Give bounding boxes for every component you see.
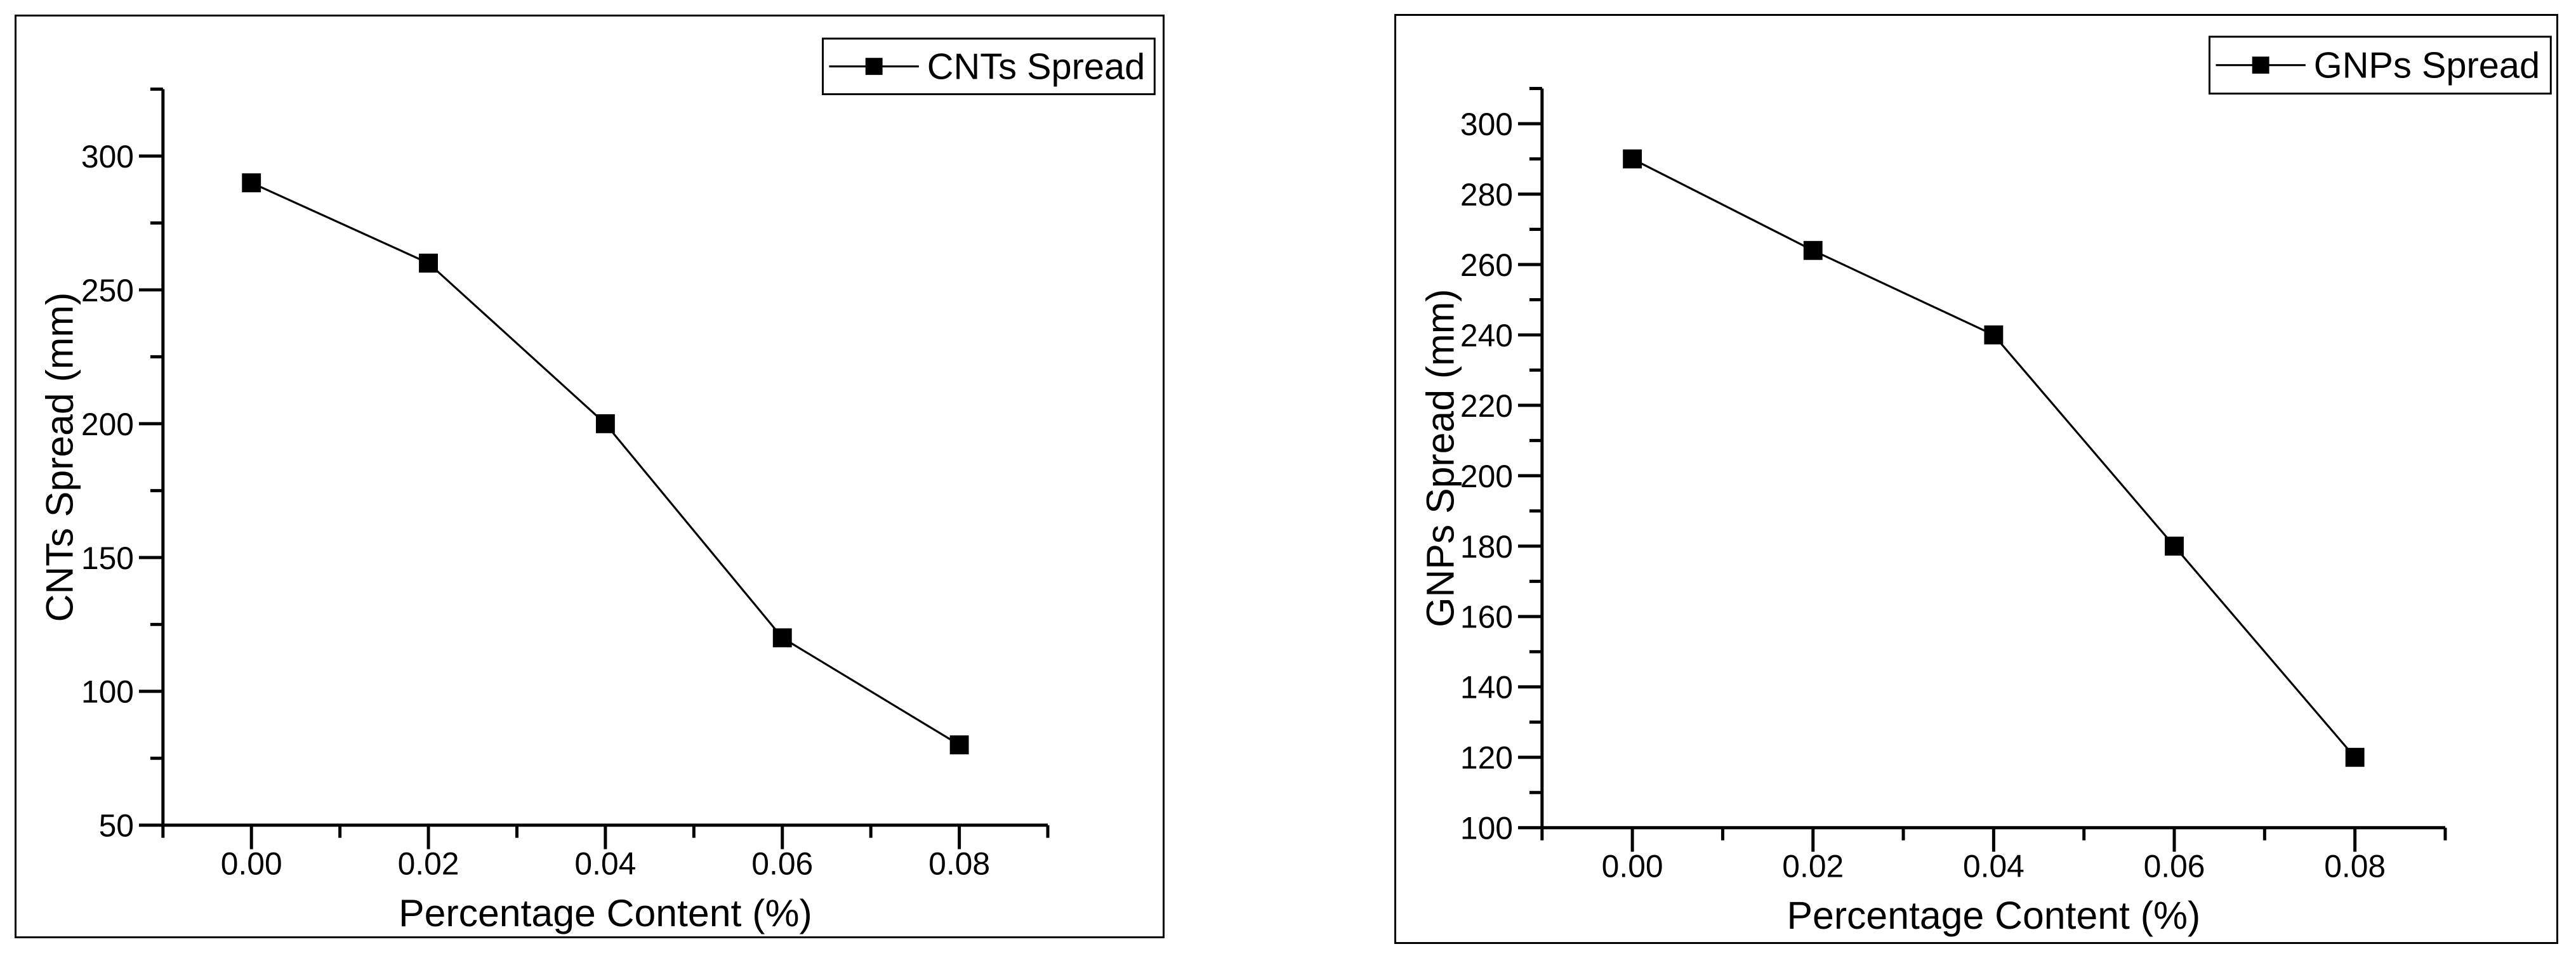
y-tick-label: 140 bbox=[1460, 670, 1513, 705]
y-tick-label: 100 bbox=[1460, 811, 1513, 846]
y-axis-title: CNTs Spread (mm) bbox=[37, 292, 81, 622]
x-tick-label: 0.02 bbox=[1782, 848, 1844, 884]
y-tick-label: 240 bbox=[1460, 318, 1513, 353]
data-point-marker bbox=[772, 628, 792, 648]
y-tick-label: 50 bbox=[99, 808, 134, 844]
legend-square-marker-icon bbox=[865, 58, 883, 75]
cnts-chart-svg: 50 100 150 200 250 300 0.00 0.02 0.04 0.06 0.08 Per… bbox=[37, 37, 1156, 934]
data-point-marker bbox=[1803, 240, 1823, 260]
y-axis-title: GNPs Spread (mm) bbox=[1418, 289, 1462, 627]
y-tick-label: 120 bbox=[1460, 740, 1513, 776]
x-tick-label: 0.04 bbox=[1963, 848, 2024, 884]
data-point-marker bbox=[595, 414, 615, 433]
legend-square-marker-icon bbox=[2252, 56, 2269, 74]
legend-label: GNPs Spread bbox=[2314, 46, 2540, 86]
series-line bbox=[1632, 158, 2356, 758]
legend-label: CNTs Spread bbox=[927, 47, 1145, 88]
y-tick-label: 300 bbox=[81, 139, 134, 174]
x-tick-label: 0.00 bbox=[1602, 848, 1663, 884]
y-tick-label: 200 bbox=[1460, 459, 1513, 494]
y-tick-label: 250 bbox=[81, 273, 134, 308]
data-point-marker bbox=[1623, 149, 1642, 169]
x-tick-label: 0.06 bbox=[751, 846, 813, 881]
series-line bbox=[251, 181, 960, 746]
data-point-marker bbox=[2345, 747, 2365, 767]
y-tick-label: 180 bbox=[1460, 529, 1513, 565]
y-tick-label: 280 bbox=[1460, 177, 1513, 213]
x-tick-label: 0.02 bbox=[398, 846, 459, 881]
y-tick-label: 200 bbox=[81, 407, 134, 442]
y-tick-label: 220 bbox=[1460, 388, 1513, 424]
gnps-chart-panel: 100 120 140 160 180 200 220 240 260 280 300 0.00 0.0… bbox=[1394, 14, 2558, 944]
x-tick-label: 0.00 bbox=[221, 846, 282, 881]
y-tick-label: 150 bbox=[81, 540, 134, 576]
x-tick-label: 0.08 bbox=[928, 846, 990, 881]
y-tick-label: 160 bbox=[1460, 599, 1513, 635]
y-tick-label: 260 bbox=[1460, 247, 1513, 283]
cnts-chart-panel: 50 100 150 200 250 300 0.00 0.02 0.04 0.06 0.08 Per… bbox=[15, 15, 1165, 938]
x-tick-label: 0.08 bbox=[2324, 848, 2386, 884]
y-tick-label: 300 bbox=[1460, 107, 1513, 142]
data-point-marker bbox=[2165, 536, 2184, 556]
y-tick-label: 100 bbox=[81, 674, 134, 710]
x-tick-label: 0.04 bbox=[574, 846, 636, 881]
data-point-marker bbox=[242, 173, 261, 193]
data-point-marker bbox=[1984, 325, 2004, 344]
x-tick-label: 0.06 bbox=[2144, 848, 2205, 884]
x-axis-title: Percentage Content (%) bbox=[399, 891, 812, 934]
gnps-chart-svg: 100 120 140 160 180 200 220 240 260 280 300 0.00 0.0… bbox=[1418, 36, 2552, 937]
data-point-marker bbox=[949, 735, 969, 755]
x-axis-title: Percentage Content (%) bbox=[1787, 894, 2201, 937]
data-point-marker bbox=[419, 253, 438, 273]
